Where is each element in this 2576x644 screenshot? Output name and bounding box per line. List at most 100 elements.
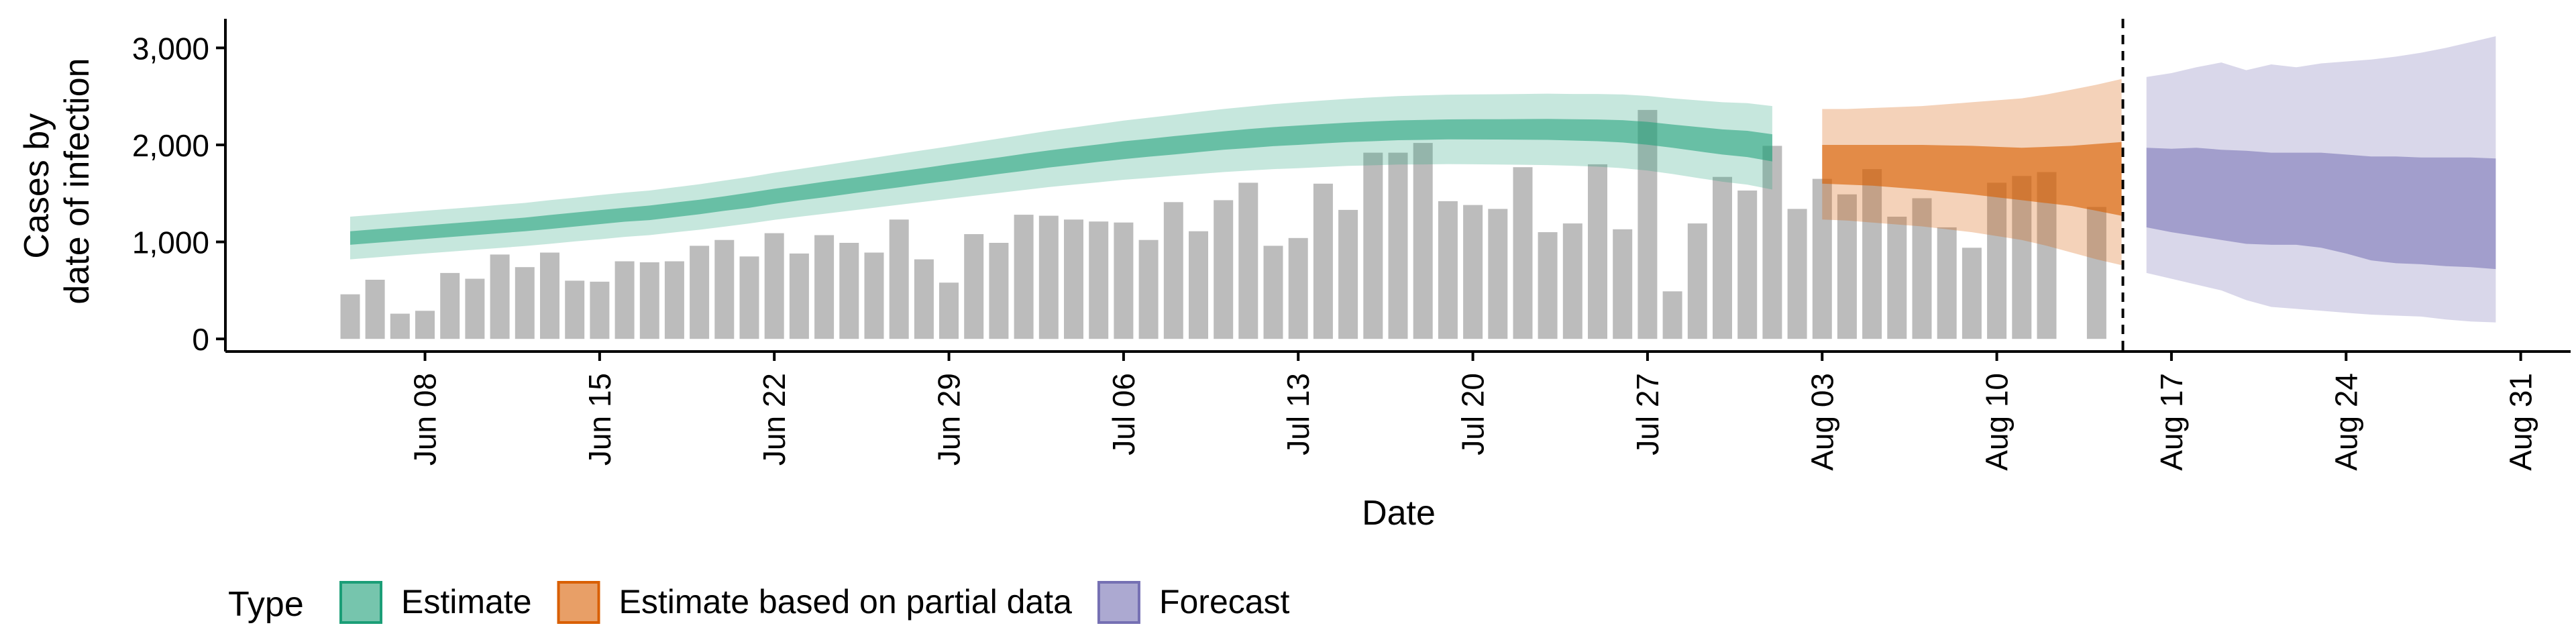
x-tick-label-12: Aug 31: [2504, 373, 2538, 471]
bar-cases-62: [1887, 217, 1907, 339]
legend-swatch-0: [339, 581, 382, 624]
y-axis-title: Cases by date of infection: [17, 58, 97, 304]
bar-cases-56: [1737, 191, 1758, 339]
x-tick-label-7: Jul 27: [1630, 373, 1665, 455]
bar-cases-14: [690, 246, 710, 339]
bar-cases-12: [639, 262, 659, 339]
bar-cases-21: [864, 252, 884, 339]
bar-cases-2: [390, 313, 410, 339]
bar-cases-45: [1463, 205, 1483, 339]
bar-cases-66: [1987, 182, 2007, 339]
bar-cases-35: [1214, 200, 1234, 339]
bar-cases-50: [1588, 164, 1607, 339]
x-axis-title: Date: [1362, 494, 1436, 533]
bar-cases-51: [1613, 229, 1633, 339]
bar-cases-19: [814, 235, 835, 339]
bar-cases-6: [490, 254, 510, 339]
bar-cases-57: [1762, 146, 1782, 339]
bar-cases-70: [2086, 207, 2106, 339]
bar-cases-63: [1912, 198, 1932, 339]
bar-cases-47: [1513, 167, 1533, 339]
legend: Type Estimate Estimate based on partial d…: [228, 581, 1290, 624]
bar-cases-60: [1837, 194, 1857, 339]
bar-cases-31: [1114, 222, 1134, 339]
bar-cases-34: [1189, 231, 1208, 339]
band-estimate-outer: [350, 93, 1772, 260]
bar-cases-58: [1787, 209, 1807, 339]
x-tick-label-2: Jun 22: [757, 373, 792, 466]
legend-label-1: Estimate based on partial data: [619, 583, 1073, 621]
axis-labels: Date Cases by date of infection: [17, 58, 1436, 533]
x-tick-label-0: Jun 08: [408, 373, 443, 466]
bar-cases-11: [614, 261, 635, 339]
bar-cases-20: [839, 243, 859, 339]
bar-cases-55: [1713, 176, 1732, 339]
bar-cases-28: [1038, 215, 1059, 339]
bar-cases-43: [1413, 143, 1433, 339]
bar-cases-5: [465, 278, 485, 339]
y-tick-label-3: 3,000: [132, 31, 209, 66]
bar-cases-29: [1064, 219, 1083, 339]
legend-title: Type: [228, 585, 304, 624]
bar-cases-4: [440, 272, 460, 339]
bar-cases-41: [1363, 152, 1383, 339]
bar-cases-33: [1163, 202, 1183, 339]
bar-cases-67: [2012, 176, 2032, 339]
x-tick-label-10: Aug 17: [2154, 373, 2189, 471]
legend-swatch-1: [557, 581, 600, 624]
legend-swatch-2: [1097, 581, 1140, 624]
x-tick-label-9: Aug 10: [1980, 373, 2015, 471]
bar-cases-22: [889, 219, 909, 339]
bar-cases-8: [540, 252, 559, 339]
bar-cases-52: [1638, 109, 1658, 339]
bar-cases-53: [1662, 291, 1682, 339]
x-tick-label-8: Aug 03: [1805, 373, 1839, 471]
y-tick-label-2: 2,000: [132, 128, 209, 163]
y-axis-title-line-2: date of infection: [58, 58, 97, 304]
bar-cases-3: [415, 311, 435, 339]
bar-cases-49: [1562, 223, 1582, 339]
bar-cases-36: [1238, 182, 1258, 339]
bar-cases-30: [1089, 221, 1109, 339]
bar-cases-38: [1288, 237, 1308, 339]
x-tick-label-4: Jul 06: [1106, 373, 1141, 455]
bar-cases-26: [989, 243, 1009, 339]
bar-cases-54: [1687, 223, 1707, 339]
bar-cases-25: [964, 234, 984, 339]
bar-cases-27: [1014, 215, 1034, 339]
bar-cases-46: [1488, 209, 1508, 339]
bar-cases-40: [1338, 209, 1358, 339]
bar-cases-17: [764, 233, 784, 339]
x-tick-label-3: Jun 29: [932, 373, 967, 466]
x-tick-label-6: Jul 20: [1456, 373, 1491, 455]
bar-cases-18: [789, 253, 809, 339]
bar-cases-9: [565, 280, 585, 339]
bar-cases-13: [664, 261, 684, 339]
bar-cases-48: [1538, 232, 1558, 339]
legend-label-2: Forecast: [1159, 583, 1290, 621]
bar-cases-44: [1438, 201, 1458, 339]
plot-area: [340, 19, 2496, 352]
bar-cases-7: [515, 267, 535, 339]
x-tick-label-11: Aug 24: [2328, 373, 2363, 471]
bar-cases-59: [1812, 178, 1832, 339]
bar-cases-32: [1138, 239, 1159, 339]
band-partial-inner: [1822, 142, 2122, 216]
band-forecast-inner: [2146, 148, 2496, 270]
y-tick-label-0: 0: [192, 322, 209, 357]
band-estimate-inner: [350, 119, 1772, 245]
bar-cases-42: [1388, 152, 1408, 339]
bar-cases-65: [1962, 248, 1982, 339]
axes: 0 1,000 2,000 3,000 Jun 08 Jun 15 Jun 22 Jun 29…: [132, 19, 2571, 471]
bar-cases-64: [1937, 227, 1957, 339]
bar-cases-10: [590, 281, 610, 339]
legend-label-0: Estimate: [401, 583, 532, 621]
y-tick-label-1: 1,000: [132, 225, 209, 260]
bar-cases-1: [365, 280, 385, 339]
bar-cases-23: [914, 259, 934, 339]
x-tick-label-1: Jun 15: [582, 373, 617, 466]
bar-cases-61: [1862, 169, 1882, 339]
bar-cases-15: [714, 239, 735, 339]
y-axis-title-line-1: Cases by: [17, 113, 56, 259]
